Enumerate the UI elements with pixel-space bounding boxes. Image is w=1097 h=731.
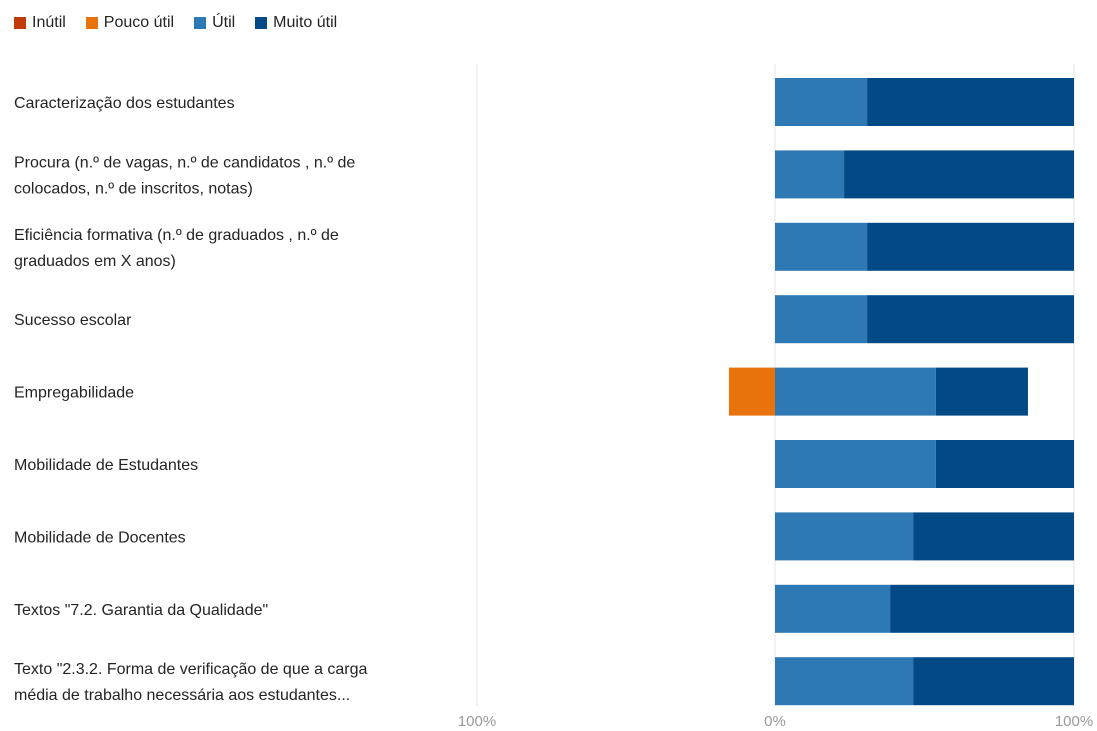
legend-swatch-muito-util bbox=[255, 17, 268, 29]
bar-util bbox=[775, 584, 891, 633]
bar-util bbox=[775, 78, 868, 126]
category-label: Caracterização dos estudantes bbox=[14, 95, 235, 112]
bar-muito-util bbox=[913, 512, 1074, 561]
bar-util bbox=[775, 367, 936, 416]
legend-swatch-inutil bbox=[14, 17, 26, 29]
category-label: Mobilidade de Docentes bbox=[14, 529, 186, 546]
legend-item-pouco-util[interactable]: Pouco útil bbox=[85, 14, 175, 32]
bar-muito-util bbox=[935, 440, 1074, 488]
category-label: Sucesso escolar bbox=[14, 312, 132, 329]
bar-muito-util bbox=[867, 295, 1074, 344]
category-label: Texto "2.3.2. Forma de verificação de qu… bbox=[14, 661, 368, 704]
bar-util bbox=[775, 150, 845, 199]
bar-muito-util bbox=[844, 150, 1074, 199]
bar-muito-util bbox=[890, 584, 1074, 633]
legend-item-inutil[interactable]: Inútil bbox=[14, 14, 66, 32]
legend-swatch-util bbox=[194, 17, 207, 29]
bar-util bbox=[775, 657, 914, 706]
legend-swatch-pouco-util bbox=[85, 17, 98, 29]
bar-util bbox=[775, 512, 914, 561]
bar-util bbox=[775, 295, 868, 344]
x-tick-label: 100% bbox=[458, 713, 496, 730]
bar-pouco-util bbox=[728, 367, 775, 416]
legend-item-util[interactable]: Útil bbox=[194, 14, 235, 32]
category-label: Procura (n.º de vagas, n.º de candidatos… bbox=[14, 154, 355, 197]
bar-util bbox=[775, 440, 936, 488]
category-label: Textos "7.2. Garantia da Qualidade" bbox=[14, 602, 268, 619]
category-label: Eficiência formativa (n.º de graduados ,… bbox=[14, 227, 339, 270]
category-label: Mobilidade de Estudantes bbox=[14, 457, 198, 474]
legend-label-inutil: Inútil bbox=[32, 14, 66, 31]
legend: Inútil Pouco útil Útil Muito útil bbox=[14, 12, 357, 34]
legend-item-muito-util[interactable]: Muito útil bbox=[255, 14, 337, 32]
legend-label-util: Útil bbox=[212, 14, 236, 31]
legend-label-pouco-util: Pouco útil bbox=[103, 14, 175, 31]
bar-muito-util bbox=[867, 78, 1074, 126]
category-label: Empregabilidade bbox=[14, 385, 134, 402]
legend-label-muito-util: Muito útil bbox=[273, 14, 338, 31]
x-tick-label: 0% bbox=[764, 713, 786, 730]
bar-muito-util bbox=[913, 657, 1074, 706]
bar-muito-util bbox=[867, 222, 1074, 271]
x-tick-label: 100% bbox=[1055, 713, 1093, 730]
bar-util bbox=[775, 222, 868, 271]
bar-muito-util bbox=[935, 367, 1028, 416]
